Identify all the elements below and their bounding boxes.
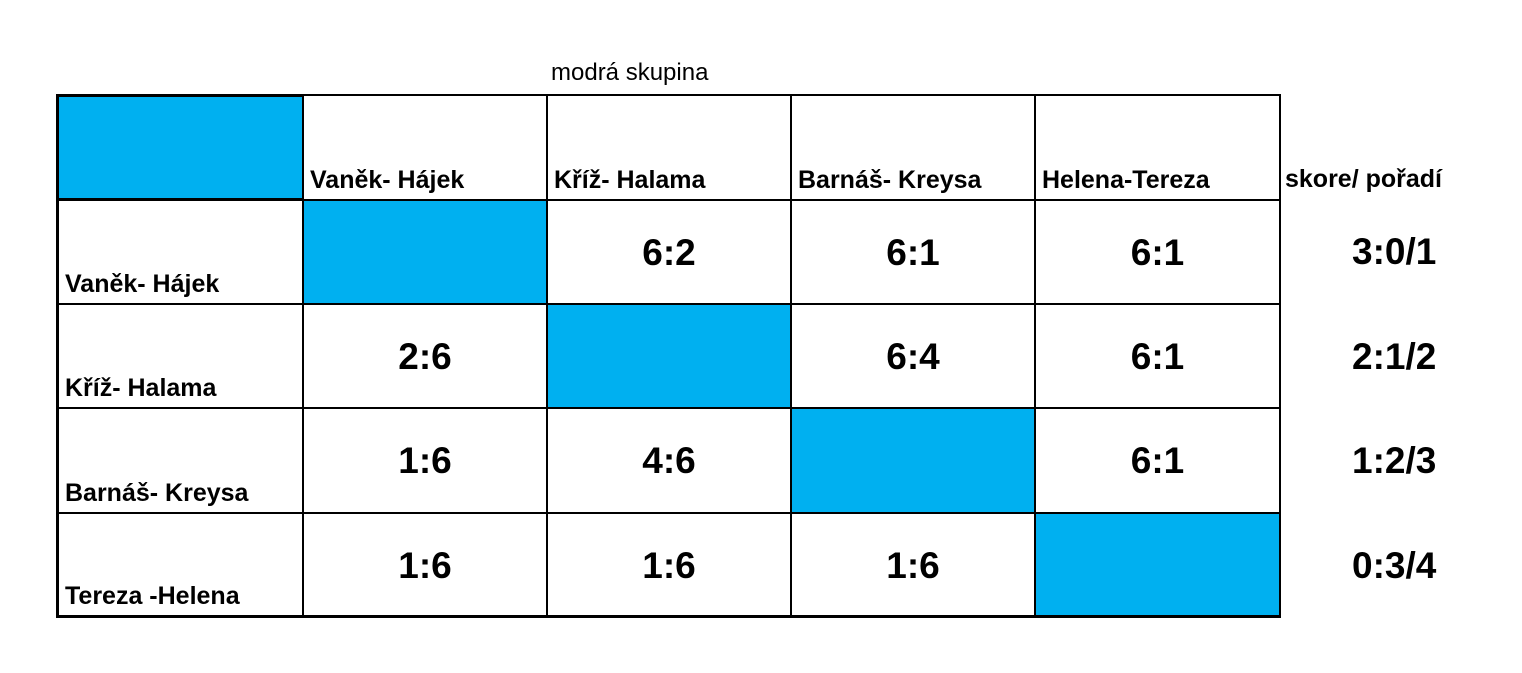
column-header-4: Helena-Tereza	[1034, 94, 1281, 201]
match-score: 6:2	[642, 232, 696, 273]
match-score: 6:1	[1130, 336, 1185, 377]
result-cell: 1:6	[790, 512, 1036, 618]
result-cell: 6:1	[1034, 407, 1281, 514]
column-header-label: Vaněk- Hájek	[310, 166, 465, 194]
match-score: 6:1	[1130, 440, 1185, 481]
row-label-cell: Barnáš- Kreysa	[56, 407, 304, 514]
result-cell: 2:6	[302, 303, 548, 409]
standing-value: 3:0/1	[1352, 231, 1437, 272]
result-cell: 6:2	[546, 199, 792, 305]
diagonal-cell	[302, 199, 548, 305]
diagonal-cell	[1034, 512, 1281, 618]
column-header-2: Kříž- Halama	[546, 94, 792, 201]
row-label-cell: Vaněk- Hájek	[56, 199, 304, 305]
result-cell: 6:4	[790, 303, 1036, 409]
column-header-1: Vaněk- Hájek	[302, 94, 548, 201]
match-score: 4:6	[642, 440, 696, 481]
match-score: 1:6	[398, 545, 452, 586]
match-score: 6:1	[886, 232, 940, 273]
row-label-cell: Kříž- Halama	[56, 303, 304, 409]
score-column-header: skore/ pořadí	[1285, 165, 1442, 193]
row-label: Vaněk- Hájek	[65, 270, 220, 298]
result-cell: 1:6	[302, 512, 548, 618]
match-score: 2:6	[398, 336, 452, 377]
column-header-label: Barnáš- Kreysa	[798, 166, 982, 194]
row-label: Barnáš- Kreysa	[65, 479, 249, 507]
row-label-cell: Tereza -Helena	[56, 512, 304, 618]
group-caption: modrá skupina	[551, 59, 709, 86]
match-score: 1:6	[886, 545, 940, 586]
column-header-3: Barnáš- Kreysa	[790, 94, 1036, 201]
result-cell: 1:6	[302, 407, 548, 514]
diagonal-cell	[790, 407, 1036, 514]
standing-value: 0:3/4	[1352, 545, 1437, 586]
standing-value: 2:1/2	[1352, 336, 1437, 377]
result-cell: 6:1	[1034, 303, 1281, 409]
result-cell: 1:6	[546, 512, 792, 618]
match-score: 6:1	[1130, 232, 1185, 273]
column-header-label: Helena-Tereza	[1042, 166, 1210, 194]
result-cell: 4:6	[546, 407, 792, 514]
match-score: 1:6	[642, 545, 696, 586]
result-cell: 6:1	[1034, 199, 1281, 305]
row-label: Kříž- Halama	[65, 374, 217, 402]
column-header-label: Kříž- Halama	[554, 166, 706, 194]
row-label: Tereza -Helena	[65, 582, 240, 610]
corner-cell	[56, 94, 304, 201]
diagonal-cell	[546, 303, 792, 409]
standing-value: 1:2/3	[1352, 440, 1437, 481]
match-score: 1:6	[398, 440, 452, 481]
result-cell: 6:1	[790, 199, 1036, 305]
match-score: 6:4	[886, 336, 940, 377]
